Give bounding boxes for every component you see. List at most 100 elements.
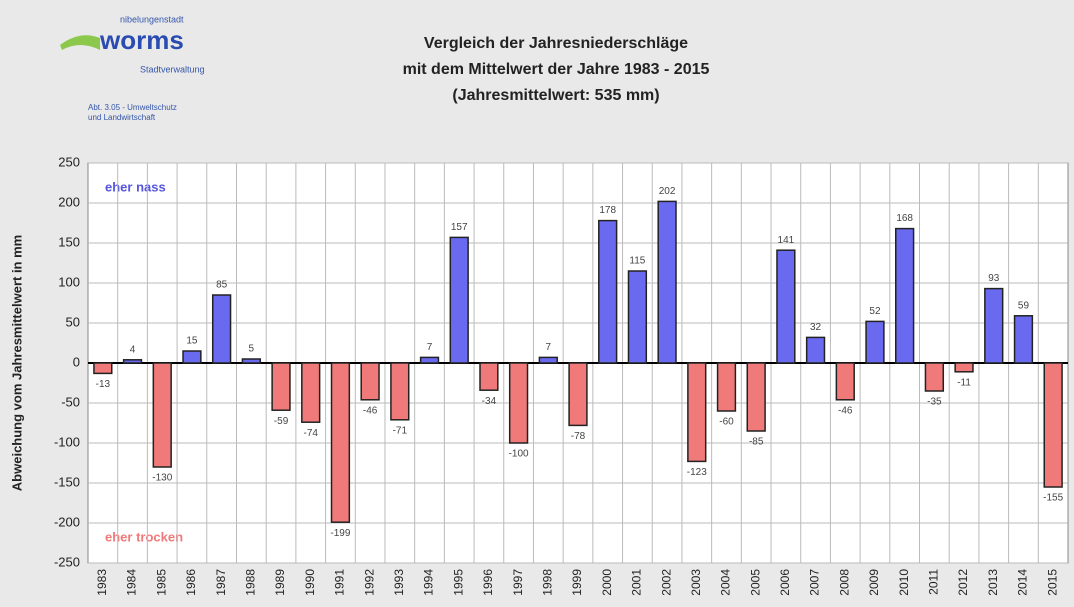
bar — [152, 362, 172, 468]
data-label: -123 — [687, 467, 707, 478]
bar — [93, 362, 113, 375]
y-tick-label: 150 — [58, 234, 80, 249]
x-tick-label: 1990 — [303, 569, 317, 596]
bar — [538, 356, 558, 364]
data-label: 157 — [451, 222, 468, 233]
y-tick-label: 50 — [66, 314, 80, 329]
data-label: -130 — [152, 473, 172, 484]
data-label: -35 — [927, 397, 942, 408]
logo-swoosh — [60, 35, 100, 50]
y-tick-label: 0 — [73, 354, 80, 369]
x-tick-label: 1994 — [422, 569, 436, 596]
bar — [954, 362, 974, 373]
data-label: 7 — [427, 342, 433, 353]
y-tick-label: 250 — [58, 154, 80, 169]
data-label: -78 — [571, 431, 586, 442]
x-tick-label: 2004 — [719, 569, 733, 596]
data-label: 32 — [810, 322, 822, 333]
data-label: 141 — [778, 235, 795, 246]
x-tick-label: 2008 — [837, 569, 851, 596]
bar — [657, 200, 677, 364]
x-tick-label: 2009 — [867, 569, 881, 596]
x-tick-label: 1995 — [451, 569, 465, 596]
x-tick-label: 2013 — [986, 569, 1000, 596]
chart-title: mit dem Mittelwert der Jahre 1983 - 2015 — [403, 61, 710, 78]
office: Abt. 3.05 - Umweltschutz — [88, 103, 177, 112]
data-label: 4 — [130, 344, 136, 355]
bar — [746, 362, 766, 432]
city-prefix: nibelungenstadt — [120, 14, 184, 24]
data-label: -60 — [719, 417, 734, 428]
x-tick-label: 1984 — [125, 569, 139, 596]
x-tick-label: 2006 — [778, 569, 792, 596]
bar — [182, 350, 202, 364]
bar — [122, 359, 143, 364]
y-tick-label: -50 — [61, 394, 80, 409]
bar — [479, 362, 499, 391]
bar — [449, 236, 469, 364]
chart-title: (Jahresmittelwert: 535 mm) — [452, 87, 659, 104]
x-tick-label: 2015 — [1045, 569, 1059, 596]
data-label: 93 — [988, 273, 1000, 284]
x-tick-label: 1999 — [570, 569, 584, 596]
city: worms — [99, 25, 184, 55]
x-tick-label: 1997 — [511, 569, 525, 596]
bar — [895, 227, 915, 364]
bar — [598, 219, 618, 364]
data-label: -71 — [393, 425, 408, 436]
y-tick-label: -200 — [54, 514, 80, 529]
x-tick-label: 1992 — [362, 569, 376, 596]
data-label: 115 — [629, 256, 645, 267]
y-tick-label: -250 — [54, 554, 80, 569]
bar — [241, 358, 261, 364]
chart-title: Vergleich der Jahresniederschläge — [424, 35, 688, 52]
bar — [419, 356, 440, 364]
bar — [716, 362, 737, 412]
bar — [568, 362, 588, 427]
data-label: -11 — [957, 377, 971, 388]
x-tick-label: 1988 — [244, 569, 258, 596]
x-tick-label: 2011 — [927, 569, 941, 595]
y-axis-label: Abweichung vom Jahresmittelwert in mm — [9, 235, 24, 491]
x-tick-label: 2003 — [689, 569, 703, 596]
data-label: -59 — [274, 416, 289, 427]
data-label: 202 — [659, 186, 676, 197]
data-label: -46 — [838, 405, 853, 416]
data-label: -46 — [363, 405, 378, 416]
data-label: 59 — [1018, 300, 1030, 311]
y-tick-label: -100 — [54, 434, 80, 449]
x-tick-label: 2000 — [600, 569, 614, 596]
bar — [865, 320, 885, 364]
data-label: -85 — [749, 437, 764, 448]
data-label: 7 — [546, 342, 552, 353]
bar — [687, 362, 707, 463]
annotation: eher nass — [105, 179, 166, 194]
x-tick-label: 1998 — [540, 569, 554, 596]
bar — [360, 362, 380, 401]
x-tick-label: 2005 — [748, 569, 762, 596]
bar — [984, 287, 1004, 364]
bar — [508, 362, 529, 444]
data-label: -13 — [96, 379, 111, 390]
y-tick-label: -150 — [54, 474, 80, 489]
department: Stadtverwaltung — [140, 64, 205, 74]
y-tick-label: 200 — [58, 194, 80, 209]
x-tick-label: 1991 — [333, 569, 347, 596]
annotation: eher trocken — [105, 529, 183, 544]
x-tick-label: 2010 — [897, 569, 911, 596]
x-tick-label: 2002 — [659, 569, 673, 596]
bar — [627, 270, 648, 364]
bar — [271, 362, 291, 411]
y-tick-label: 100 — [58, 274, 80, 289]
data-label: 168 — [896, 213, 913, 224]
x-tick-label: 1983 — [95, 569, 109, 596]
bar — [390, 362, 410, 421]
bar — [924, 362, 945, 392]
bar — [805, 336, 826, 364]
bar — [835, 362, 855, 401]
data-label: 5 — [249, 344, 255, 355]
office: und Landwirtschaft — [88, 113, 156, 122]
data-label: 15 — [186, 336, 198, 347]
x-tick-label: 2012 — [956, 569, 970, 596]
